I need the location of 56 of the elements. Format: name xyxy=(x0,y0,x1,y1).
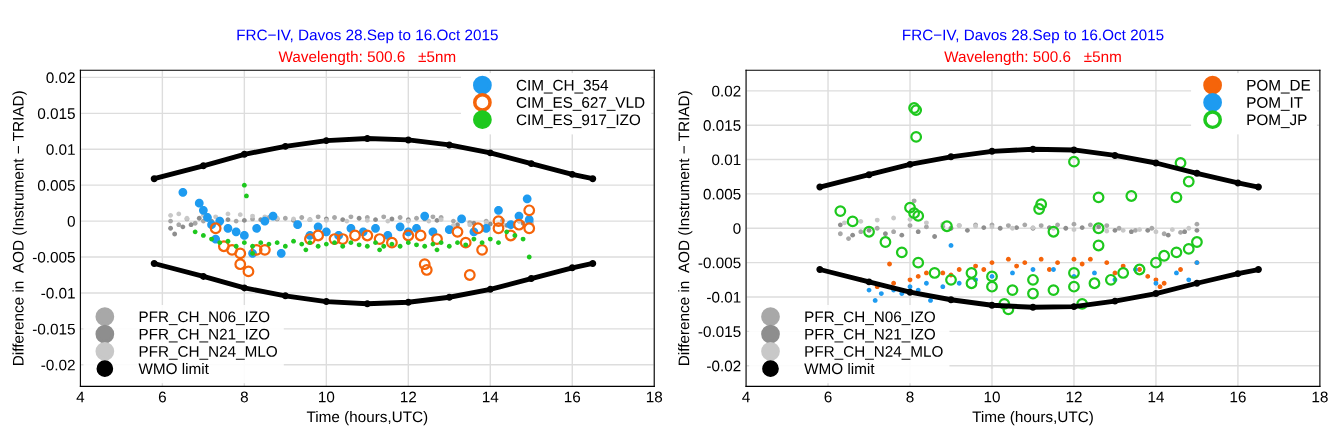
legend-label: PFR_CH_N21_IZO xyxy=(139,328,270,343)
x-axis-title: Time (hours,UTC) xyxy=(972,410,1093,426)
legend-label: CIM_ES_917_IZO xyxy=(516,114,641,129)
x-axis-title: Time (hours,UTC) xyxy=(306,410,428,426)
x-tick-label: 12 xyxy=(1066,391,1082,403)
y-tick-label: -0.015 xyxy=(32,323,75,335)
legend-label: POM_IT xyxy=(1247,97,1303,111)
y-tick-label: 0.015 xyxy=(703,120,741,131)
x-tick-label: 14 xyxy=(1148,391,1164,403)
x-tick-label: 4 xyxy=(742,391,750,403)
y-tick-label: 0.01 xyxy=(712,154,741,166)
legend-label: CIM_ES_627_VLD xyxy=(516,97,645,111)
y-tick-label: 0 xyxy=(67,215,75,227)
y-tick-label: 0 xyxy=(733,223,741,234)
x-tick-label: 14 xyxy=(482,391,499,403)
x-tick-label: 16 xyxy=(1230,391,1246,403)
chart-subtitle: Wavelength: 500.6 ±5nm xyxy=(944,50,1121,66)
chart-title: FRC−IV, Davos 28.Sep to 16.Oct 2015 xyxy=(903,29,1164,44)
y-tick-label: 0.01 xyxy=(46,144,75,155)
x-tick-label: 16 xyxy=(564,391,581,403)
x-tick-label: 6 xyxy=(824,391,832,403)
legend-label: PFR_CH_N24_MLO xyxy=(805,346,943,360)
legend-label: CIM_CH_354 xyxy=(516,79,609,94)
chart-subtitle: Wavelength: 500.6 ±5nm xyxy=(278,50,456,66)
x-tick-label: 6 xyxy=(158,391,166,403)
y-tick-label: -0.005 xyxy=(698,257,741,269)
y-tick-label: 0.02 xyxy=(46,72,75,84)
x-tick-label: 18 xyxy=(646,391,663,403)
y-axis-title: Difference in AOD (Instrument − TRIAD) xyxy=(678,91,693,365)
y-axis-title: Difference in AOD (Instrument − TRIAD) xyxy=(12,91,27,365)
legend-label: WMO limit xyxy=(804,362,875,375)
x-tick-label: 12 xyxy=(400,391,417,403)
y-tick-label: 0.005 xyxy=(703,188,741,200)
y-tick-label: 0.015 xyxy=(37,108,75,120)
legend-label: PFR_CH_N24_MLO xyxy=(139,346,277,360)
y-tick-label: -0.005 xyxy=(32,251,75,263)
y-tick-label: -0.01 xyxy=(707,291,741,303)
legend-label: WMO limit xyxy=(138,362,209,375)
y-tick-label: 0.02 xyxy=(712,85,741,97)
legend-label: POM_DE xyxy=(1247,79,1311,94)
legend-label: POM_JP xyxy=(1247,114,1307,129)
y-tick-label: 0.005 xyxy=(37,180,75,191)
y-tick-label: -0.015 xyxy=(698,326,741,338)
x-tick-label: 4 xyxy=(76,391,85,403)
x-tick-label: 8 xyxy=(240,391,248,403)
legend-label: PFR_CH_N21_IZO xyxy=(805,328,935,343)
x-tick-label: 8 xyxy=(906,391,914,403)
chart-title: FRC−IV, Davos 28.Sep to 16.Oct 2015 xyxy=(237,29,498,44)
y-tick-label: -0.02 xyxy=(707,360,741,372)
legend-label: PFR_CH_N06_IZO xyxy=(139,311,270,326)
x-tick-label: 10 xyxy=(319,391,335,403)
legend-label: PFR_CH_N06_IZO xyxy=(805,311,935,326)
y-tick-label: -0.02 xyxy=(41,359,75,371)
x-tick-label: 18 xyxy=(1312,391,1328,403)
y-tick-label: -0.01 xyxy=(41,287,75,299)
x-tick-label: 10 xyxy=(984,391,1000,403)
